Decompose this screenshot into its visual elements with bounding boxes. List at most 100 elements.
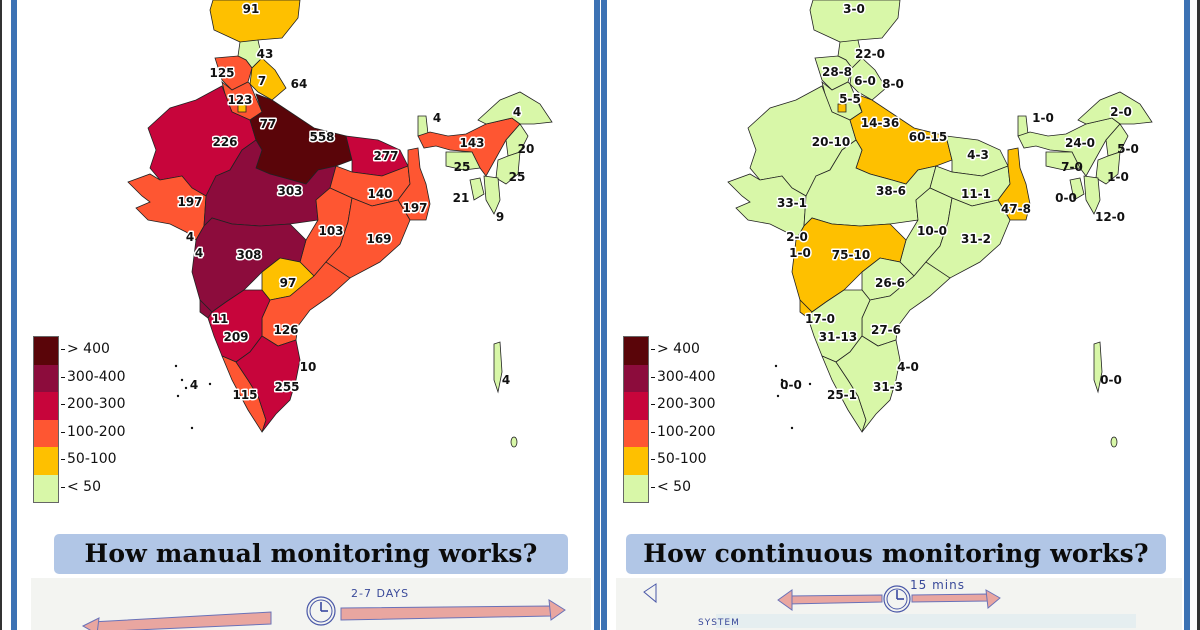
value-kl: 115 — [232, 388, 257, 402]
legend-swatch-300-400 — [624, 364, 648, 392]
state-value-labels: 3-0 22-0 28-8 6-0 8-0 5-5 14-36 20-10 60… — [775, 1, 1139, 404]
manual-monitoring-panel: 91 43 125 7 64 123 77 226 558 277 197 30… — [11, 0, 600, 630]
continuous-timeline-sketch: 15 mins SYSTEM — [616, 578, 1182, 630]
value-wb: 197 — [402, 201, 427, 215]
value-gj: 197 — [177, 195, 202, 209]
value-pb: 28-8 — [822, 65, 852, 79]
continuous-monitoring-title: How continuous monitoring works? — [626, 534, 1166, 574]
timeline-duration-label: 15 mins — [910, 578, 965, 592]
value-ch: 7 — [258, 74, 266, 88]
legend-label: > 400 — [61, 336, 126, 364]
value-kl: 25-1 — [827, 388, 857, 402]
value-mn: 1-0 — [1107, 170, 1129, 184]
triangle-marker — [643, 583, 657, 604]
timeline-arrow-sketch — [81, 596, 566, 630]
legend-labels: > 400 300-400 200-300 100-200 50-100 < 5… — [61, 336, 126, 502]
value-rj: 20-10 — [812, 135, 850, 149]
value-nl: 5-0 — [1117, 142, 1139, 156]
legend-swatch-100-200 — [624, 419, 648, 447]
value-as: 143 — [459, 136, 484, 150]
value-tr: 21 — [453, 191, 470, 205]
value-mn: 25 — [509, 170, 526, 184]
value-dl: 77 — [260, 117, 277, 131]
value-mz: 12-0 — [1095, 210, 1125, 224]
value-dd: 4 — [186, 230, 194, 244]
legend-labels: > 400 300-400 200-300 100-200 50-100 < 5… — [651, 336, 716, 501]
value-ap: 126 — [273, 323, 298, 337]
window-edge — [0, 0, 2, 630]
value-sk: 4 — [433, 111, 441, 125]
value-mh: 308 — [236, 248, 261, 262]
value-dl: 14-36 — [861, 116, 899, 130]
value-cg: 10-0 — [917, 224, 947, 238]
value-cg: 103 — [318, 224, 343, 238]
state-value-labels: 91 43 125 7 64 123 77 226 558 277 197 30… — [176, 1, 535, 404]
legend-label: 100-200 — [651, 419, 716, 447]
legend-label: > 400 — [651, 336, 716, 364]
value-pb: 125 — [209, 66, 234, 80]
value-an: 4 — [502, 373, 510, 387]
legend-label: < 50 — [61, 474, 126, 502]
color-legend — [623, 336, 649, 503]
legend-swatch-300-400 — [34, 364, 58, 392]
clock-icon — [883, 585, 911, 613]
value-tg: 97 — [280, 276, 297, 290]
continuous-monitoring-panel: 3-0 22-0 28-8 6-0 8-0 5-5 14-36 20-10 60… — [601, 0, 1190, 630]
value-wb: 47-8 — [1001, 202, 1031, 216]
india-choropleth-map-manual: 91 43 125 7 64 123 77 226 558 277 197 30… — [127, 0, 553, 448]
system-label: SYSTEM — [698, 618, 740, 628]
value-dd: 2-0 — [786, 230, 808, 244]
value-mh: 75-10 — [832, 248, 870, 262]
legend-swatch-100-200 — [34, 419, 58, 447]
legend-swatch-lt50 — [34, 474, 58, 502]
timeline-duration-label: 2-7 DAYS — [351, 587, 410, 600]
manual-monitoring-title: How manual monitoring works? — [54, 534, 568, 574]
legend-label: 300-400 — [61, 364, 126, 392]
state-shapes — [727, 0, 1153, 448]
value-ar: 4 — [513, 105, 521, 119]
value-uk: 8-0 — [882, 77, 904, 91]
value-uk: 64 — [291, 77, 308, 91]
value-tg: 26-6 — [875, 276, 905, 290]
value-br: 277 — [373, 149, 398, 163]
legend-swatch-200-300 — [34, 392, 58, 420]
value-hr: 5-5 — [839, 92, 861, 106]
value-tn: 31-3 — [873, 380, 903, 394]
value-tn: 255 — [274, 380, 299, 394]
value-ka: 31-13 — [819, 330, 857, 344]
value-hp: 43 — [257, 47, 274, 61]
window-edge — [1197, 0, 1200, 630]
legend-swatch-gt400 — [34, 337, 58, 365]
manual-timeline-sketch: 2-7 DAYS — [31, 578, 591, 630]
value-ga: 11 — [212, 312, 229, 326]
value-ap: 27-6 — [871, 323, 901, 337]
value-hp: 22-0 — [855, 47, 885, 61]
value-mz: 9 — [496, 210, 504, 224]
value-ml: 7-0 — [1061, 160, 1083, 174]
legend-label: 50-100 — [651, 446, 716, 474]
color-legend — [33, 336, 59, 503]
legend-swatch-lt50 — [624, 474, 648, 502]
legend-label: 300-400 — [651, 364, 716, 392]
value-up: 60-15 — [909, 130, 947, 144]
legend-swatch-gt400 — [624, 337, 648, 365]
value-dnh: 1-0 — [789, 246, 811, 260]
legend-label: 100-200 — [61, 419, 126, 447]
value-nl: 20 — [518, 142, 535, 156]
value-od: 169 — [366, 232, 391, 246]
value-mp: 38-6 — [876, 184, 906, 198]
value-gj: 33-1 — [777, 196, 807, 210]
value-jk: 91 — [243, 2, 260, 16]
value-ch: 6-0 — [854, 74, 876, 88]
value-od: 31-2 — [961, 232, 991, 246]
value-ld: 4 — [190, 378, 198, 392]
value-jh: 11-1 — [961, 187, 991, 201]
value-py: 4-0 — [897, 360, 919, 374]
value-br: 4-3 — [967, 148, 989, 162]
value-rj: 226 — [212, 135, 237, 149]
value-hr: 123 — [227, 93, 252, 107]
state-shapes — [127, 0, 553, 448]
value-ld: 0-0 — [780, 378, 802, 392]
value-ga: 17-0 — [805, 312, 835, 326]
legend-swatch-200-300 — [624, 392, 648, 420]
